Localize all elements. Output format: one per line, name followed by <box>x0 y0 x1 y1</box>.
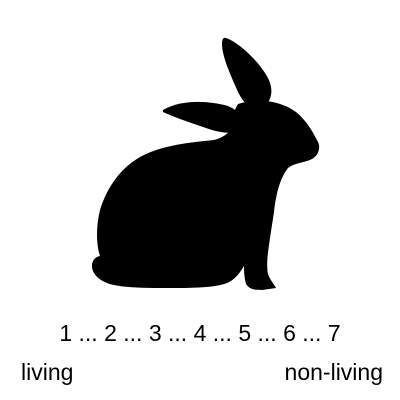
scale-point-7: 7 <box>327 320 341 346</box>
scale-point-3: 3 <box>148 320 162 346</box>
rabbit-silhouette-icon <box>91 37 320 290</box>
anchor-label-non-living: non-living <box>284 359 383 385</box>
scale-separator: ... <box>116 320 149 346</box>
scale-separator: ... <box>295 320 328 346</box>
scale-point-5: 5 <box>238 320 252 346</box>
scale-point-2: 2 <box>104 320 117 346</box>
scale-point-4: 4 <box>193 320 207 346</box>
rating-scale: 1 ... 2 ... 3 ... 4 ... 5 ... 6 ... 7 <box>0 318 400 348</box>
scale-separator: ... <box>251 320 284 346</box>
scale-separator: ... <box>206 320 239 346</box>
scale-point-6: 6 <box>283 320 296 346</box>
anchor-label-living: living <box>21 359 74 385</box>
scale-point-1: 1 <box>59 320 73 346</box>
rabbit-figure <box>91 37 320 290</box>
scale-separator: ... <box>161 320 194 346</box>
scale-separator: ... <box>72 320 105 346</box>
